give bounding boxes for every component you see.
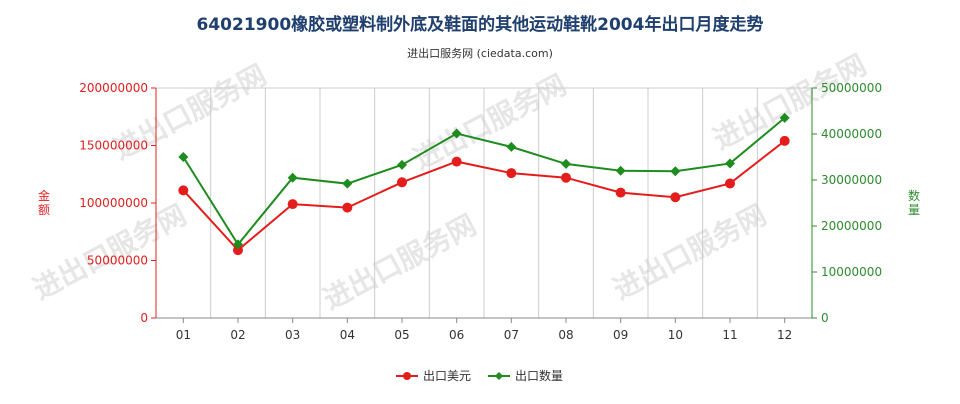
- data-point: [615, 165, 626, 176]
- legend-marker: [403, 372, 411, 380]
- y-right-tick-label: 50000000: [821, 81, 882, 95]
- plot-area: [155, 87, 813, 319]
- series-layer: [178, 112, 790, 256]
- x-tick-label: 11: [722, 328, 737, 342]
- data-point: [233, 239, 243, 250]
- series-line: [182, 140, 786, 252]
- data-point: [287, 172, 298, 183]
- y-right-tick-label: 10000000: [821, 265, 882, 279]
- legend-label: 出口美元: [423, 369, 471, 383]
- data-point: [779, 135, 790, 146]
- data-point: [779, 112, 790, 123]
- y-left-tick-label: 50000000: [87, 254, 148, 268]
- y-right-axis-title: 数量: [908, 188, 920, 217]
- data-point: [506, 141, 517, 152]
- data-point: [342, 202, 353, 213]
- data-point: [725, 158, 735, 169]
- data-point: [397, 159, 407, 170]
- x-tick-label: 05: [394, 328, 409, 342]
- data-point: [178, 185, 189, 196]
- y-left-tick-label: 100000000: [79, 196, 148, 210]
- x-tick-label: 12: [777, 328, 792, 342]
- data-point: [451, 128, 462, 139]
- y-right-tick-label: 30000000: [821, 173, 882, 187]
- data-point: [506, 168, 517, 179]
- data-point: [451, 156, 462, 167]
- watermark-text: 进出口服务网: [28, 198, 192, 306]
- data-point: [670, 192, 681, 203]
- watermark-text: 进出口服务网: [608, 198, 772, 306]
- x-tick-label: 06: [449, 328, 464, 342]
- data-point: [178, 152, 189, 162]
- legend-marker: [495, 372, 503, 380]
- y-right-tick-label: 40000000: [821, 127, 882, 141]
- y-left-tick-label: 0: [140, 311, 148, 325]
- watermark-text: 进出口服务网: [408, 68, 572, 176]
- x-tick-label: 08: [558, 328, 573, 342]
- x-tick-label: 03: [285, 328, 300, 342]
- y-right-tick-label: 0: [821, 311, 829, 325]
- y-left-tick-label: 200000000: [79, 81, 148, 95]
- x-tick-label: 04: [340, 328, 355, 342]
- x-tick-label: 07: [504, 328, 519, 342]
- data-point: [561, 158, 571, 169]
- x-tick-label: 10: [668, 328, 683, 342]
- chart-subtitle: 进出口服务网 (ciedata.com): [407, 46, 553, 60]
- series-line: [182, 117, 786, 247]
- x-tick-label: 01: [176, 328, 191, 342]
- legend: 出口美元 出口数量: [396, 368, 563, 383]
- y-left-axis-title: 金额: [38, 188, 50, 217]
- data-point: [233, 245, 243, 256]
- data-point: [561, 172, 571, 183]
- y-left-tick-label: 150000000: [79, 139, 148, 153]
- data-point: [342, 178, 353, 189]
- x-tick-label: 02: [230, 328, 245, 342]
- data-point: [670, 166, 681, 177]
- x-tick-label: 09: [613, 328, 628, 342]
- y-right-tick-label: 20000000: [821, 219, 882, 233]
- data-point: [287, 199, 298, 210]
- legend-label: 出口数量: [515, 368, 563, 383]
- data-point: [725, 178, 735, 189]
- axes: 0500000001000000001500000002000000000100…: [38, 81, 920, 342]
- watermark-text: 进出口服务网: [318, 208, 482, 316]
- data-point: [397, 177, 407, 188]
- chart-title: 64021900橡胶或塑料制外底及鞋面的其他运动鞋靴2004年出口月度走势: [197, 14, 764, 35]
- data-point: [615, 187, 626, 198]
